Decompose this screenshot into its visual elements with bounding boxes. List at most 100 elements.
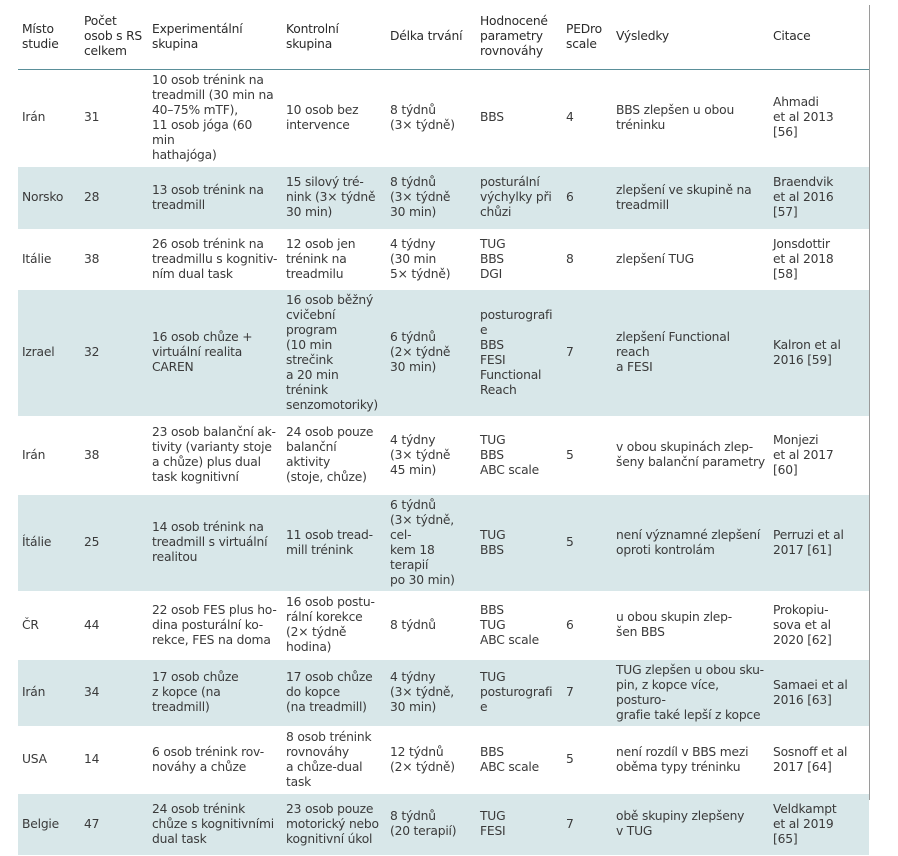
cell-duration: 4 týdny (30 min 5× týdně)	[386, 229, 476, 290]
header-row: Místo studie Počet osob s RS celkem Experimen…	[18, 5, 869, 70]
cell-line: Belgie	[22, 816, 60, 831]
cell-line: 6	[566, 617, 574, 632]
cell-line: FESI	[480, 352, 506, 367]
cell-line: 8 týdnů	[390, 102, 436, 117]
cell-line: 4 týdny	[390, 670, 436, 684]
cell-line: 17 osob chůze	[286, 670, 373, 684]
cell-line: 31	[84, 110, 100, 124]
cell-balance-parameters: posturální výchylky při chůzi	[476, 166, 562, 230]
cell-line: 5	[566, 535, 574, 549]
cell-line: (3× týdně)	[390, 117, 455, 132]
cell-line: treadmill	[616, 197, 669, 212]
cell-control-group: 17 osob chůze do kopce (na treadmill)	[282, 659, 386, 727]
cell-line: BBS zlepšen u obou	[616, 102, 735, 117]
cell-line: sova et al	[773, 617, 831, 632]
table-row: Itálie 38 26 osob trénink na treadmillu s k…	[18, 229, 869, 290]
cell-line: ABC scale	[480, 632, 540, 647]
cell-line: do kopce	[286, 685, 340, 699]
header-experimental-group: Experimentální skupina	[148, 5, 282, 70]
cell-line: BBS	[480, 744, 504, 759]
cell-line: 6	[566, 190, 574, 204]
header-results: Výsledky	[612, 5, 769, 70]
cell-line: (2× týdně hodina)	[286, 625, 347, 654]
cell-line: (3× týdně,	[390, 685, 455, 699]
cell-duration: 6 týdnů (3× týdně, cel-kem 18 terapií po 3…	[386, 494, 476, 592]
cell-line: chůzi	[480, 205, 512, 219]
header-duration: Délka trvání	[386, 5, 476, 70]
cell-line: USA	[22, 752, 47, 766]
cell-participants: 32	[80, 289, 148, 417]
table-row: USA 14 6 osob trénink rov-nováhy a chůze 8 …	[18, 726, 869, 794]
cell-line: DGI	[480, 266, 503, 281]
cell-line: 7	[566, 685, 574, 699]
header-line: parametry	[480, 29, 543, 44]
cell-participants: 28	[80, 166, 148, 230]
cell-line: 12 osob jen	[286, 236, 356, 251]
cell-pedro-scale: 6	[562, 166, 612, 230]
cell-line: 16 osob běžný	[286, 292, 374, 307]
cell-line: 4	[566, 110, 574, 124]
cell-balance-parameters: TUG FESI	[476, 793, 562, 856]
header-line: Kontrolní	[286, 21, 339, 36]
cell-pedro-scale: 5	[562, 726, 612, 794]
cell-line: mill trénink	[286, 542, 354, 557]
header-line: Experimentální	[152, 21, 243, 36]
cell-results: u obou skupin zlep-šen BBS	[612, 591, 769, 660]
cell-line: posturografie	[480, 685, 553, 714]
cell-line: TUG zlepšen u obou sku-	[616, 662, 764, 677]
cell-participants: 47	[80, 793, 148, 856]
cell-line: et al 2018	[773, 251, 834, 266]
cell-line: (3× týdně, cel-	[390, 512, 455, 542]
cell-line: 23 osob balanční ak-	[152, 425, 276, 439]
header-line: PEDro	[566, 21, 602, 36]
cell-balance-parameters: TUG BBS ABC scale	[476, 416, 562, 495]
cell-control-group: 16 osob postu-rální korekce (2× týdně hod…	[282, 591, 386, 660]
cell-line: posturální	[480, 175, 540, 189]
cell-line: treadmilu	[286, 266, 344, 281]
cell-experimental-group: 26 osob trénink na treadmillu s kognitiv-…	[148, 229, 282, 290]
cell-line: z kopce (na treadmill)	[152, 685, 221, 714]
cell-location: Norsko	[18, 166, 80, 230]
cell-line: FESI	[480, 824, 506, 838]
cell-line: (3× týdně	[390, 190, 451, 204]
cell-duration: 8 týdnů (3× týdně)	[386, 69, 476, 167]
cell-line: Prokopiu-	[773, 602, 829, 617]
cell-line: 6 osob trénink rov-	[152, 744, 264, 759]
cell-line: 38	[84, 251, 100, 266]
cell-line: není významné zlepšení	[616, 527, 761, 542]
cell-control-group: 11 osob tread-mill trénink	[282, 494, 386, 592]
cell-location: Itálie	[18, 229, 80, 290]
cell-line: 8 týdnů	[390, 617, 436, 632]
cell-line: (stoje, chůze)	[286, 470, 367, 484]
cell-participants: 25	[80, 494, 148, 592]
cell-line: senzomotoriky)	[286, 397, 379, 412]
cell-results: v obou skupinách zlep-šeny balanční para…	[612, 416, 769, 495]
cell-line: 2020 [62]	[773, 632, 832, 647]
cell-line: 2016 [59]	[773, 352, 832, 367]
cell-line: Perruzi et al	[773, 527, 844, 542]
header-line: Citace	[773, 29, 811, 44]
cell-participants: 38	[80, 229, 148, 290]
cell-line: 16 osob chůze +	[152, 330, 253, 344]
cell-line: grafie také lepší z kopce	[616, 707, 761, 722]
cell-duration: 8 týdnů (20 terapií)	[386, 793, 476, 856]
cell-line: [65]	[773, 831, 798, 846]
cell-line: treadmill (30 min na	[152, 87, 274, 102]
cell-experimental-group: 14 osob trénink na treadmill s virtuální r…	[148, 494, 282, 592]
cell-line: BBS	[480, 110, 504, 124]
cell-duration: 4 týdny (3× týdně, 30 min)	[386, 659, 476, 727]
cell-line: task kognitivní	[152, 470, 239, 484]
cell-location: USA	[18, 726, 80, 794]
cell-control-group: 10 osob bez intervence	[282, 69, 386, 167]
cell-line: Samaei et al	[773, 677, 848, 692]
table-row: Irán 34 17 osob chůze z kopce (na treadmill…	[18, 659, 869, 727]
cell-line: rovnováhy	[286, 744, 349, 759]
cell-line: 30 min)	[390, 205, 437, 219]
cell-line: Irán	[22, 110, 46, 124]
cell-line: 11 osob jóga (60 min	[152, 117, 253, 147]
table-row: Belgie 47 24 osob trénink chůze s kognitivn…	[18, 793, 869, 856]
cell-location: Belgie	[18, 793, 80, 856]
cell-line: treadmillu s kognitiv-	[152, 251, 278, 266]
cell-line: nováhy a chůze	[152, 759, 247, 774]
cell-pedro-scale: 8	[562, 229, 612, 290]
